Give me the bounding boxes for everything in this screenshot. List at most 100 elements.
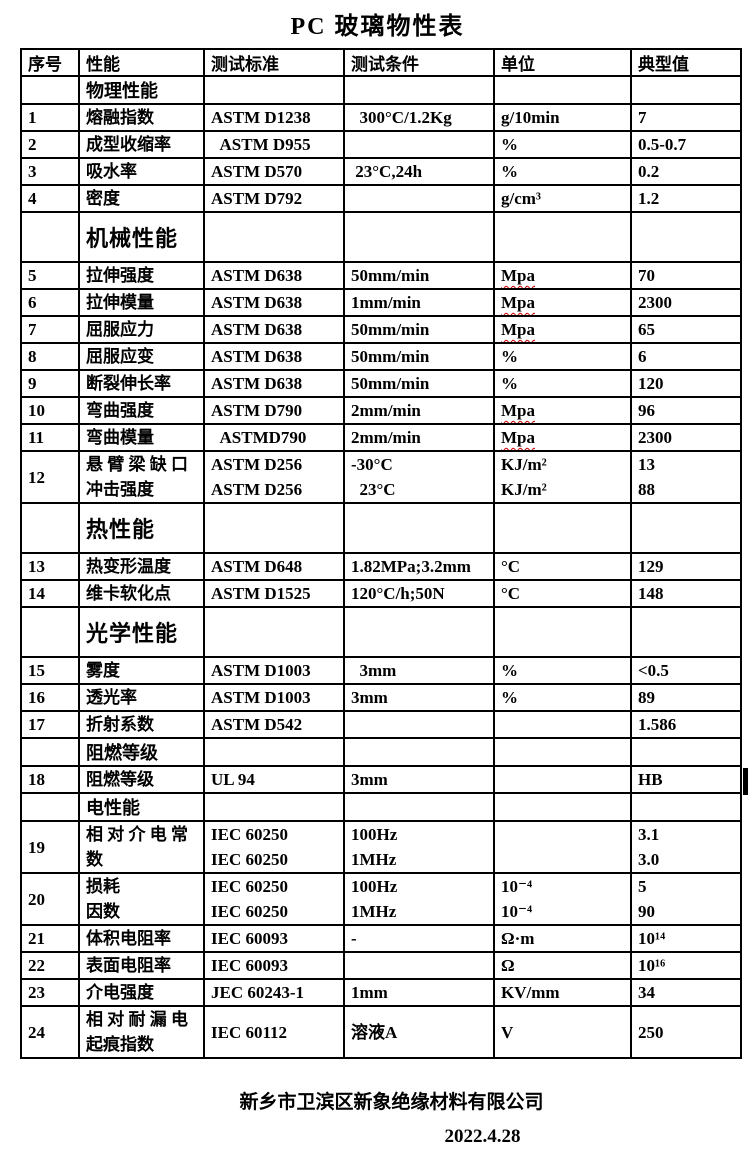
unit-line: Ω [501, 956, 515, 975]
property-line: 数 [86, 850, 103, 869]
table-row: 23 介电强度 JEC 60243-1 1mm KV/mm 34 [20, 978, 742, 1007]
cell-unit: % [493, 683, 632, 712]
no-line: 16 [28, 688, 45, 707]
cell-property: 拉伸模量 [78, 288, 205, 317]
cell-no: 11 [20, 423, 80, 452]
section-row: 电性能 [20, 792, 742, 822]
property-line: 阻燃等级 [86, 770, 154, 789]
value-line: 3.0 [638, 850, 660, 869]
cell-value: <0.5 [630, 656, 742, 685]
cell-property: 屈服应力 [78, 315, 205, 344]
section-row: 光学性能 [20, 606, 742, 658]
footer-date: 2022.4.28 [444, 1126, 521, 1147]
cell-condition: 3mm [343, 765, 495, 794]
property-line: 断裂伸长率 [86, 374, 171, 393]
cell-property: 雾度 [78, 656, 205, 685]
cell-no: 15 [20, 656, 80, 685]
cell-unit [493, 765, 632, 794]
empty-cell [20, 502, 80, 554]
standard-line: ASTM D542 [211, 715, 303, 734]
cell-no: 10 [20, 396, 80, 425]
cell-property: 弯曲强度 [78, 396, 205, 425]
table-row: 12 悬 臂 梁 缺 口冲击强度 ASTM D256 ASTM D256 -30°C 2… [20, 450, 742, 504]
cell-standard: ASTM D648 [203, 552, 345, 581]
property-line: 起痕指数 [86, 1035, 154, 1054]
cell-value: 2300 [630, 423, 742, 452]
table-row: 9 断裂伸长率 ASTM D638 50mm/min% 120 [20, 369, 742, 398]
empty-cell [493, 75, 632, 105]
value-line: 1.586 [638, 715, 677, 734]
property-line: 因数 [86, 902, 120, 921]
cell-value: 250 [630, 1005, 742, 1059]
cell-no: 21 [20, 924, 80, 953]
property-line: 吸水率 [86, 162, 137, 181]
value-line: 250 [638, 1022, 664, 1042]
cell-condition: 1.82MPa;3.2mm [343, 552, 495, 581]
cell-no: 20 [20, 872, 80, 926]
empty-cell [343, 737, 495, 767]
cell-property: 表面电阻率 [78, 951, 205, 980]
table-row: 13 热变形温度 ASTM D648 1.82MPa;3.2mm °C 129 [20, 552, 742, 581]
empty-cell [343, 792, 495, 822]
cell-standard: JEC 60243-1 [203, 978, 345, 1007]
cell-condition: 2mm/min [343, 396, 495, 425]
table-row: 8 屈服应变 ASTM D638 50mm/min% 6 [20, 342, 742, 371]
section-label: 机械性能 [78, 211, 205, 263]
cell-property: 介电强度 [78, 978, 205, 1007]
unit-line: % [501, 688, 518, 707]
cell-unit: Mpa [493, 396, 632, 425]
value-line: 34 [638, 983, 655, 1002]
unit-line: KJ/m² [501, 480, 547, 499]
cell-property: 相 对 介 电 常数 [78, 820, 205, 874]
cell-value: 65 [630, 315, 742, 344]
cell-value: HB [630, 765, 742, 794]
standard-line: IEC 60093 [211, 929, 288, 948]
property-line: 屈服应力 [86, 320, 154, 339]
table-row: 19 相 对 介 电 常数 IEC 60250 IEC 60250 100Hz 1MHz 3… [20, 820, 742, 874]
empty-cell [343, 75, 495, 105]
cell-condition: 50mm/min [343, 342, 495, 371]
unit-line: g/10min [501, 108, 560, 127]
standard-line: IEC 60250 [211, 877, 288, 896]
condition-line: 1MHz [351, 850, 397, 869]
no-line: 6 [28, 293, 37, 312]
cell-condition: 100Hz 1MHz [343, 872, 495, 926]
cell-property: 维卡软化点 [78, 579, 205, 608]
section-row: 机械性能 [20, 211, 742, 263]
cell-standard: ASTM D638 [203, 288, 345, 317]
cell-no: 9 [20, 369, 80, 398]
section-row: 物理性能 [20, 75, 742, 105]
cell-no: 7 [20, 315, 80, 344]
cell-property: 悬 臂 梁 缺 口冲击强度 [78, 450, 205, 504]
no-line: 7 [28, 320, 37, 339]
cell-condition: -30°C 23°C [343, 450, 495, 504]
cell-standard: ASTM D256 ASTM D256 [203, 450, 345, 504]
cell-property: 熔融指数 [78, 103, 205, 132]
cell-property: 损耗 因数 [78, 872, 205, 926]
cell-no: 16 [20, 683, 80, 712]
value-line: 65 [638, 320, 655, 339]
value-line: 13 [638, 455, 655, 474]
standard-line: ASTM D1003 [211, 688, 311, 707]
table-row: 16 透光率 ASTM D1003 3mm% 89 [20, 683, 742, 712]
cell-value: 70 [630, 261, 742, 290]
condition-line: 120°C/h;50N [351, 584, 445, 603]
cell-property: 断裂伸长率 [78, 369, 205, 398]
cell-standard: ASTM D1003 [203, 683, 345, 712]
condition-line: 2mm/min [351, 428, 421, 447]
value-line: 129 [638, 557, 664, 576]
cell-standard: ASTM D542 [203, 710, 345, 739]
property-line: 密度 [86, 189, 120, 208]
standard-line: IEC 60112 [211, 1022, 288, 1042]
property-line: 悬 臂 梁 缺 口 [86, 455, 188, 474]
value-line: 10¹⁴ [638, 929, 666, 948]
table-row: 18 阻燃等级 UL 94 3mm HB [20, 765, 742, 794]
standard-line: ASTM D570 [211, 162, 303, 181]
cell-standard: IEC 60112 [203, 1005, 345, 1059]
value-line: 0.2 [638, 162, 660, 181]
unit-line: Ω·m [501, 929, 535, 948]
property-line: 损耗 [86, 877, 120, 896]
unit-line: % [501, 162, 518, 181]
empty-cell [343, 606, 495, 658]
standard-line: ASTM D1525 [211, 584, 311, 603]
